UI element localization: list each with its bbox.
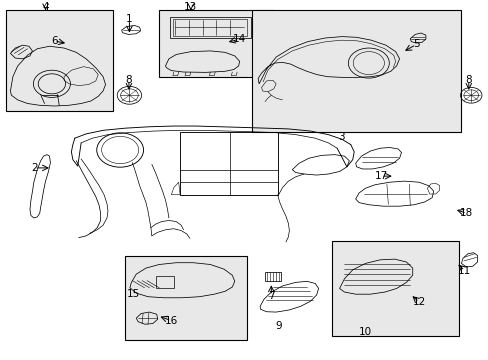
Bar xyxy=(5,10,113,111)
Text: 18: 18 xyxy=(459,208,472,218)
Text: 6: 6 xyxy=(51,36,58,46)
Text: 8: 8 xyxy=(465,75,471,85)
Text: 17: 17 xyxy=(374,171,387,181)
Text: 13: 13 xyxy=(184,2,197,12)
Text: 11: 11 xyxy=(457,266,470,275)
Text: 10: 10 xyxy=(358,328,371,337)
Bar xyxy=(173,19,247,36)
Bar xyxy=(180,132,277,195)
Text: 4: 4 xyxy=(42,2,49,12)
Text: 12: 12 xyxy=(411,297,425,307)
Text: 14: 14 xyxy=(232,34,246,44)
Text: 8: 8 xyxy=(125,75,132,85)
Text: 2: 2 xyxy=(31,163,38,173)
Text: 3: 3 xyxy=(337,132,344,143)
Text: 16: 16 xyxy=(164,316,178,326)
Text: 9: 9 xyxy=(275,321,282,332)
Text: 5: 5 xyxy=(412,40,419,49)
Bar xyxy=(170,17,250,38)
Bar xyxy=(331,241,458,336)
Text: 7: 7 xyxy=(267,291,274,301)
Bar xyxy=(265,272,281,280)
Text: 15: 15 xyxy=(126,289,140,299)
Text: 1: 1 xyxy=(126,14,132,24)
Bar xyxy=(125,256,246,339)
Bar xyxy=(159,10,273,77)
Bar xyxy=(251,10,461,132)
Bar xyxy=(156,276,174,288)
